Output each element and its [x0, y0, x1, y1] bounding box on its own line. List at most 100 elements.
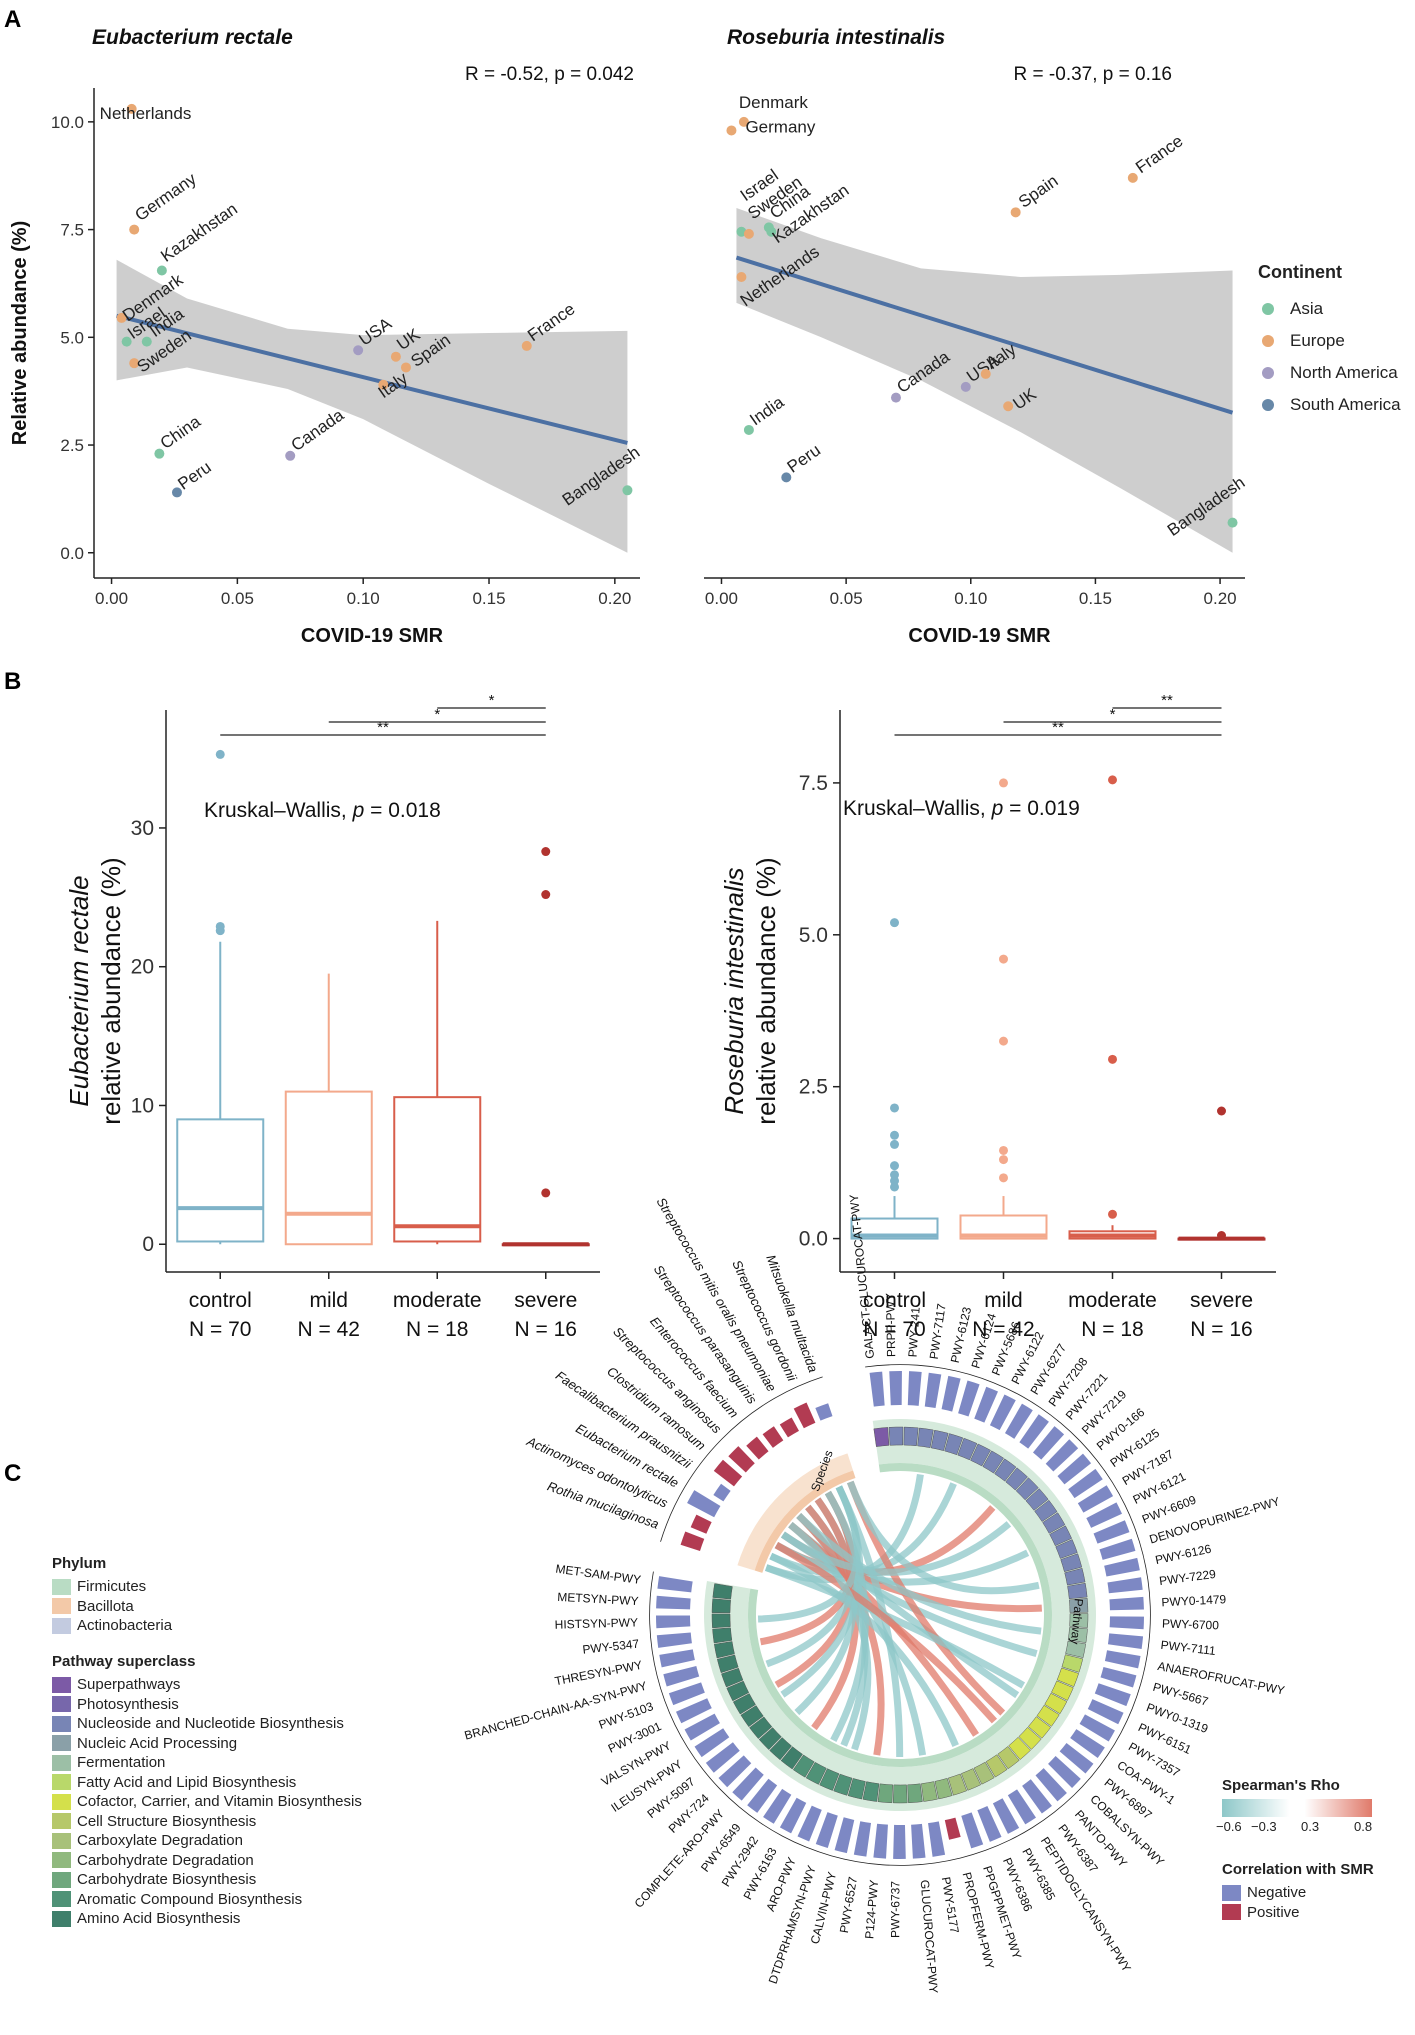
pathway-superclass-segment: [819, 1768, 840, 1791]
pathway-bar: [989, 1394, 1016, 1431]
continent-dot: [1262, 367, 1274, 379]
kruskal-annotation-part: Kruskal–Wallis,: [843, 797, 992, 820]
confidence-band: [736, 208, 1233, 553]
data-point: [980, 368, 991, 379]
species-bar: [713, 1459, 743, 1487]
x-axis-title: COVID-19 SMR: [301, 625, 444, 647]
pathway-bar: [705, 1742, 740, 1773]
data-point: [1227, 517, 1238, 528]
continent-legend: Continent Asia Europe North America South A…: [1258, 262, 1401, 421]
superclass-swatch: [52, 1891, 71, 1908]
pathway-superclass-segment: [740, 1705, 764, 1728]
pathway-label: PWY-6126: [1154, 1542, 1213, 1568]
kruskal-annotation-part: = 0.018: [364, 799, 440, 822]
rho-gradient-bar: [1222, 1799, 1372, 1817]
pathway-superclass-segment: [944, 1433, 964, 1456]
pathway-bar: [1107, 1577, 1143, 1594]
pathway-bar: [1109, 1616, 1144, 1630]
data-point: [126, 103, 137, 114]
superclass-item: Nucleic Acid Processing: [52, 1734, 362, 1754]
data-point: [390, 351, 401, 362]
data-point: [766, 226, 777, 237]
continent-dot: [1262, 335, 1274, 347]
point-label: China: [157, 412, 205, 453]
pathway-bar: [941, 1375, 961, 1412]
species-bar: [762, 1426, 784, 1448]
box-outlier: [1217, 1106, 1226, 1116]
correlation-chord: [774, 1542, 998, 1724]
pathway-superclass-segment: [873, 1427, 890, 1447]
category-label: mild: [984, 1289, 1023, 1312]
superclass-label: Aromatic Compound Biosynthesis: [77, 1890, 303, 1908]
species-bar: [779, 1417, 799, 1438]
box-outlier: [541, 890, 551, 900]
continent-label: South America: [1290, 395, 1401, 414]
species-label: Mitsuokella multacida: [763, 1253, 821, 1375]
pathway-bar: [657, 1576, 693, 1593]
data-point: [378, 379, 389, 390]
category-label: severe: [1190, 1289, 1253, 1312]
species-bar: [687, 1490, 721, 1518]
point-label: Germany: [132, 169, 201, 225]
pathway-bar: [1032, 1426, 1065, 1460]
y-tick-label: 5.0: [799, 924, 828, 947]
species-bar: [680, 1531, 705, 1551]
pathway-superclass-segment: [1067, 1582, 1088, 1600]
pathway-bar: [668, 1682, 705, 1706]
data-point: [1127, 172, 1138, 183]
y-axis-title-species: Eubacterium rectale: [64, 875, 94, 1106]
y-axis-title: Relative abundance (%): [9, 221, 31, 446]
pathway-bar: [1048, 1756, 1081, 1789]
pathway-superclass-segment: [847, 1778, 866, 1800]
superclass-item: Amino Acid Biosynthesis: [52, 1909, 362, 1929]
n-label: N = 16: [1190, 1318, 1252, 1341]
pathway-superclass-segment: [862, 1781, 880, 1802]
x-tick-label: 0.15: [1079, 589, 1112, 608]
pathway-superclass-segment: [1065, 1640, 1087, 1658]
superclass-swatch: [52, 1676, 71, 1693]
x-tick-label: 0.20: [598, 589, 631, 608]
pathway-bar: [1093, 1520, 1130, 1544]
point-label: Netherlands: [100, 104, 192, 123]
superclass-item: Carboxylate Degradation: [52, 1831, 362, 1851]
pathway-superclass-segment: [1055, 1539, 1078, 1559]
phylum-label: Firmicutes: [77, 1578, 147, 1596]
boxplot-eubacterium-rectale: 0 10 20 30 control N = 70 mild N = 42 moderate N …: [64, 692, 600, 1341]
pathway-bar: [977, 1805, 1002, 1842]
pathway-superclass-segment: [1034, 1499, 1058, 1522]
box-body: [959, 1214, 1048, 1240]
pathway-bar: [907, 1371, 922, 1406]
superclass-label: Carbohydrate Biosynthesis: [77, 1871, 257, 1889]
pathway-superclass-segment: [712, 1583, 733, 1600]
box-outlier: [890, 1161, 899, 1171]
pathway-superclass-segment: [888, 1426, 904, 1446]
phylum-item: Bacillota: [52, 1597, 172, 1617]
species-track: [737, 1453, 854, 1571]
pathway-bar: [718, 1755, 752, 1788]
pathway-superclass-segment: [1061, 1654, 1084, 1673]
data-point: [890, 392, 901, 403]
x-tick-label: 0.00: [705, 589, 738, 608]
correlation-chord: [769, 1552, 959, 1747]
pathway-superclass-segment: [1042, 1512, 1066, 1534]
rho-tick-label: 0.8: [1354, 1819, 1373, 1834]
y-axis-title: relative abundance (%): [751, 857, 781, 1124]
pathway-superclass-segment: [833, 1773, 853, 1796]
box-outlier: [999, 1155, 1008, 1165]
continent-item: South America: [1258, 389, 1401, 421]
pathway-superclass-segment: [1036, 1704, 1060, 1727]
species-bar: [713, 1483, 731, 1502]
pathway-superclass-segment: [1051, 1680, 1074, 1701]
box-outlier: [1108, 775, 1117, 785]
correlation-chord: [796, 1512, 1042, 1635]
pathway-bar: [815, 1812, 838, 1849]
scatter-eubacterium-rectale: 0.00 0.05 0.10 0.15 0.20 0.0 2.5 5.0 7.5 10.0 Neth…: [9, 26, 643, 647]
superclass-label: Carbohydrate Degradation: [77, 1851, 254, 1869]
pathway-superclass-segment: [985, 1754, 1008, 1778]
data-point: [521, 340, 532, 351]
superclass-swatch: [52, 1910, 71, 1927]
pathway-superclass-segment: [997, 1746, 1020, 1770]
phylum-label: Bacillota: [77, 1597, 134, 1615]
phylum-item: Actinobacteria: [52, 1616, 172, 1636]
